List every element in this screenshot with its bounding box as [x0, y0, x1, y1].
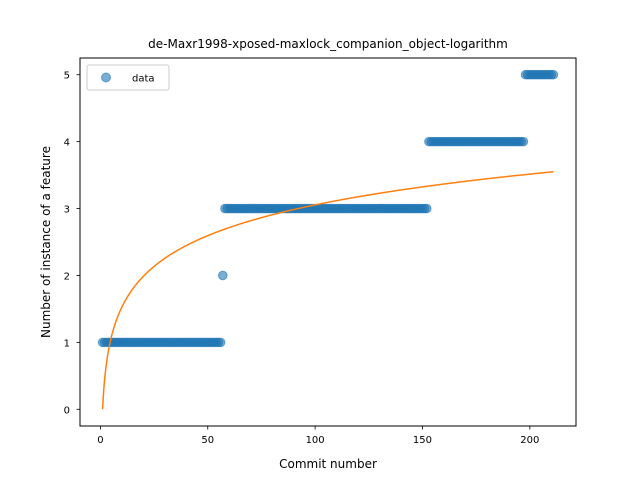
- plot-frame: [79, 57, 577, 427]
- plot-area: [97, 69, 559, 410]
- data-point: [518, 136, 529, 147]
- y-tick-label: 2: [64, 271, 70, 282]
- x-tick-label: 100: [306, 435, 325, 446]
- chart-title: de-Maxr1998-xposed-maxlock_companion_obj…: [148, 37, 508, 51]
- x-axis-ticks: 0 50 100 150 200: [97, 426, 539, 446]
- legend-box: [86, 64, 170, 91]
- x-axis-label: Commit number: [279, 457, 377, 471]
- series-layer: [97, 69, 559, 410]
- y-tick-label: 4: [64, 138, 70, 149]
- data-point: [215, 337, 226, 348]
- x-tick-label: 0: [97, 435, 103, 446]
- legend-marker-data: [101, 72, 111, 83]
- legend: data: [86, 64, 170, 91]
- y-tick-label: 5: [64, 71, 70, 82]
- y-axis-ticks: 0 1 2 3 4 5: [64, 71, 80, 416]
- y-tick-label: 1: [64, 338, 70, 349]
- y-tick-label: 0: [64, 405, 70, 416]
- y-axis-label: Number of instance of a feature: [39, 146, 53, 338]
- data-point: [217, 270, 228, 281]
- fit-line: [101, 171, 554, 410]
- x-tick-label: 150: [413, 435, 432, 446]
- data-point: [548, 69, 559, 80]
- y-tick-label: 3: [64, 205, 70, 216]
- x-tick-label: 50: [201, 435, 214, 446]
- data-point: [421, 203, 432, 214]
- x-tick-label: 200: [520, 435, 539, 446]
- legend-label-data: data: [132, 74, 155, 85]
